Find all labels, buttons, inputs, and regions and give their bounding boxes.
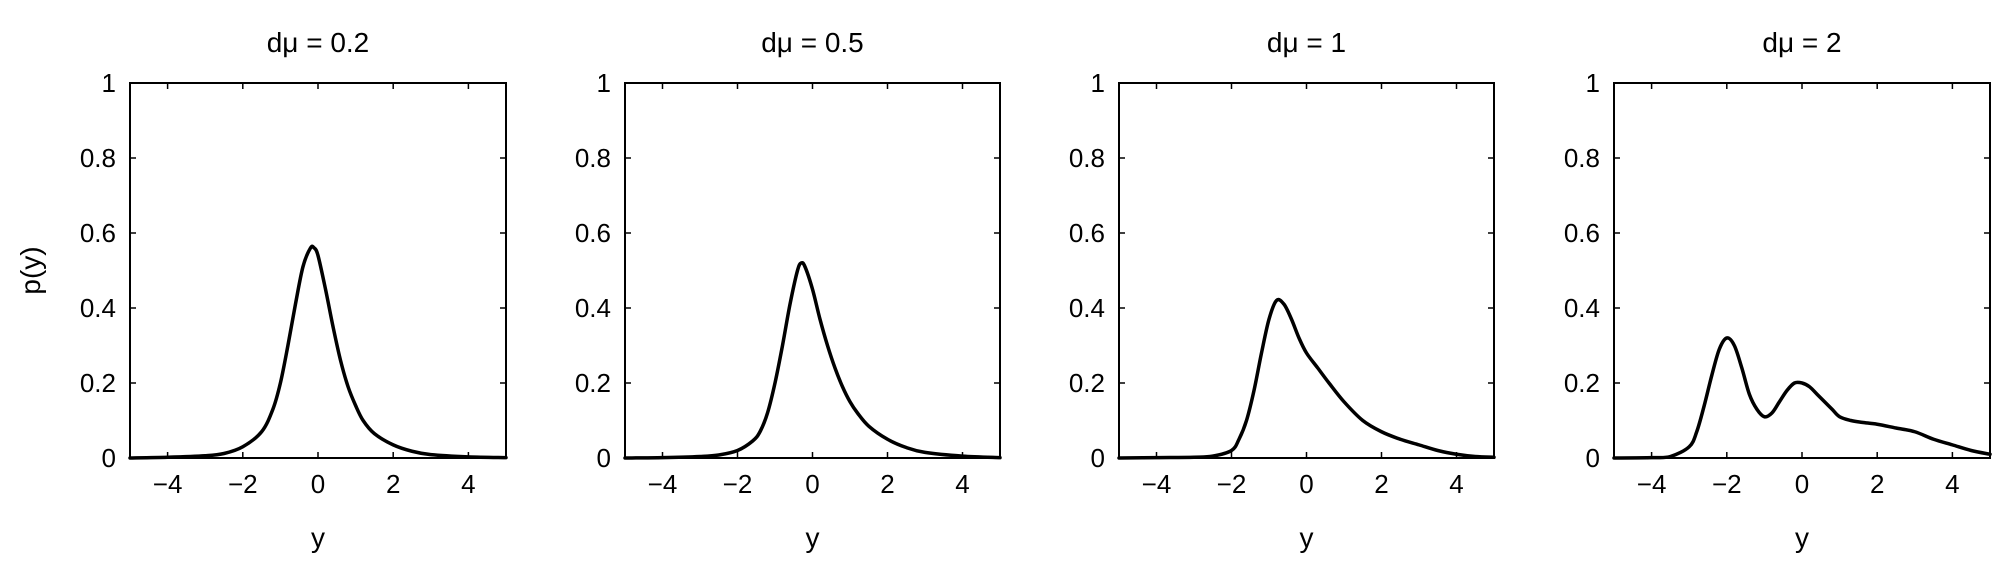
y-tick-label: 0.6 [1069,218,1105,248]
x-axis-label: y [311,522,325,553]
x-tick-label: −2 [723,469,753,499]
x-tick-label: −4 [1637,469,1667,499]
plot-frame [129,82,507,459]
y-tick-label: 0.6 [80,218,116,248]
x-tick-label: −2 [1712,469,1742,499]
density-curve-1 [1117,297,1496,460]
chart-panel-4: −4 −2 0 2 4 0 0.2 0.4 0.6 0.8 1 dμ = 2 y [1564,27,1992,553]
y-tick-label: 0.4 [80,293,116,323]
x-tick-label: 4 [461,469,475,499]
chart-title: dμ = 0.2 [267,27,370,58]
x-axis-label: y [1300,522,1314,553]
y-tick-label: 1 [597,68,611,98]
y-tick-label: 0.8 [1564,143,1600,173]
y-tick-label: 0.6 [1564,218,1600,248]
y-tick-label: 1 [1586,68,1600,98]
x-tick-label: 2 [386,469,400,499]
x-tick-label: −4 [648,469,678,499]
y-tick-label: 0.2 [1564,368,1600,398]
x-tick-label: 2 [880,469,894,499]
chart-title: dμ = 2 [1762,27,1841,58]
density-curve-1 [623,260,1002,460]
y-tick-label: 0.2 [80,368,116,398]
y-tick-label: 0.4 [575,293,611,323]
x-tick-label: −2 [1217,469,1247,499]
x-tick-label: 0 [805,469,819,499]
y-tick-label: 0 [1091,443,1105,473]
y-tick-label: 0.2 [1069,368,1105,398]
chart-panel-1: −4 −2 0 2 4 0 0.2 0.4 0.6 0.8 1 dμ = 0.2 y p(y) [15,27,508,553]
x-tick-label: 0 [1795,469,1809,499]
x-tick-label: 4 [955,469,969,499]
x-axis-label: y [806,522,820,553]
x-tick-label: 4 [1945,469,1959,499]
y-tick-label: 0.8 [80,143,116,173]
y-axis-label: p(y) [15,246,46,294]
y-tick-label: 0 [1586,443,1600,473]
y-tick-label: 1 [1091,68,1105,98]
y-tick-label: 0.8 [575,143,611,173]
x-tick-label: −2 [228,469,258,499]
y-tick-label: 0.2 [575,368,611,398]
y-tick-label: 0 [102,443,116,473]
x-tick-label: 0 [311,469,325,499]
y-tick-label: 0.4 [1564,293,1600,323]
y-tick-label: 1 [102,68,116,98]
density-curve-1 [128,244,508,460]
y-tick-label: 0.4 [1069,293,1105,323]
plot-frame [1118,82,1495,459]
density-curve-1 [1612,336,1992,460]
chart-title: dμ = 1 [1267,27,1346,58]
y-tick-label: 0.8 [1069,143,1105,173]
plot-frame [1613,82,1991,459]
x-tick-label: 4 [1449,469,1463,499]
y-tick-label: 0.6 [575,218,611,248]
x-tick-label: 0 [1299,469,1313,499]
chart-panel-2: −4 −2 0 2 4 0 0.2 0.4 0.6 0.8 1 dμ = 0.5 y [575,27,1002,553]
x-axis-label: y [1795,522,1809,553]
x-tick-label: −4 [153,469,183,499]
chart-title: dμ = 0.5 [761,27,864,58]
x-tick-label: 2 [1870,469,1884,499]
chart-panel-3: −4 −2 0 2 4 0 0.2 0.4 0.6 0.8 1 dμ = 1 y [1069,27,1496,553]
plot-frame [624,82,1001,459]
x-tick-label: 2 [1374,469,1388,499]
y-tick-label: 0 [597,443,611,473]
x-tick-label: −4 [1142,469,1172,499]
